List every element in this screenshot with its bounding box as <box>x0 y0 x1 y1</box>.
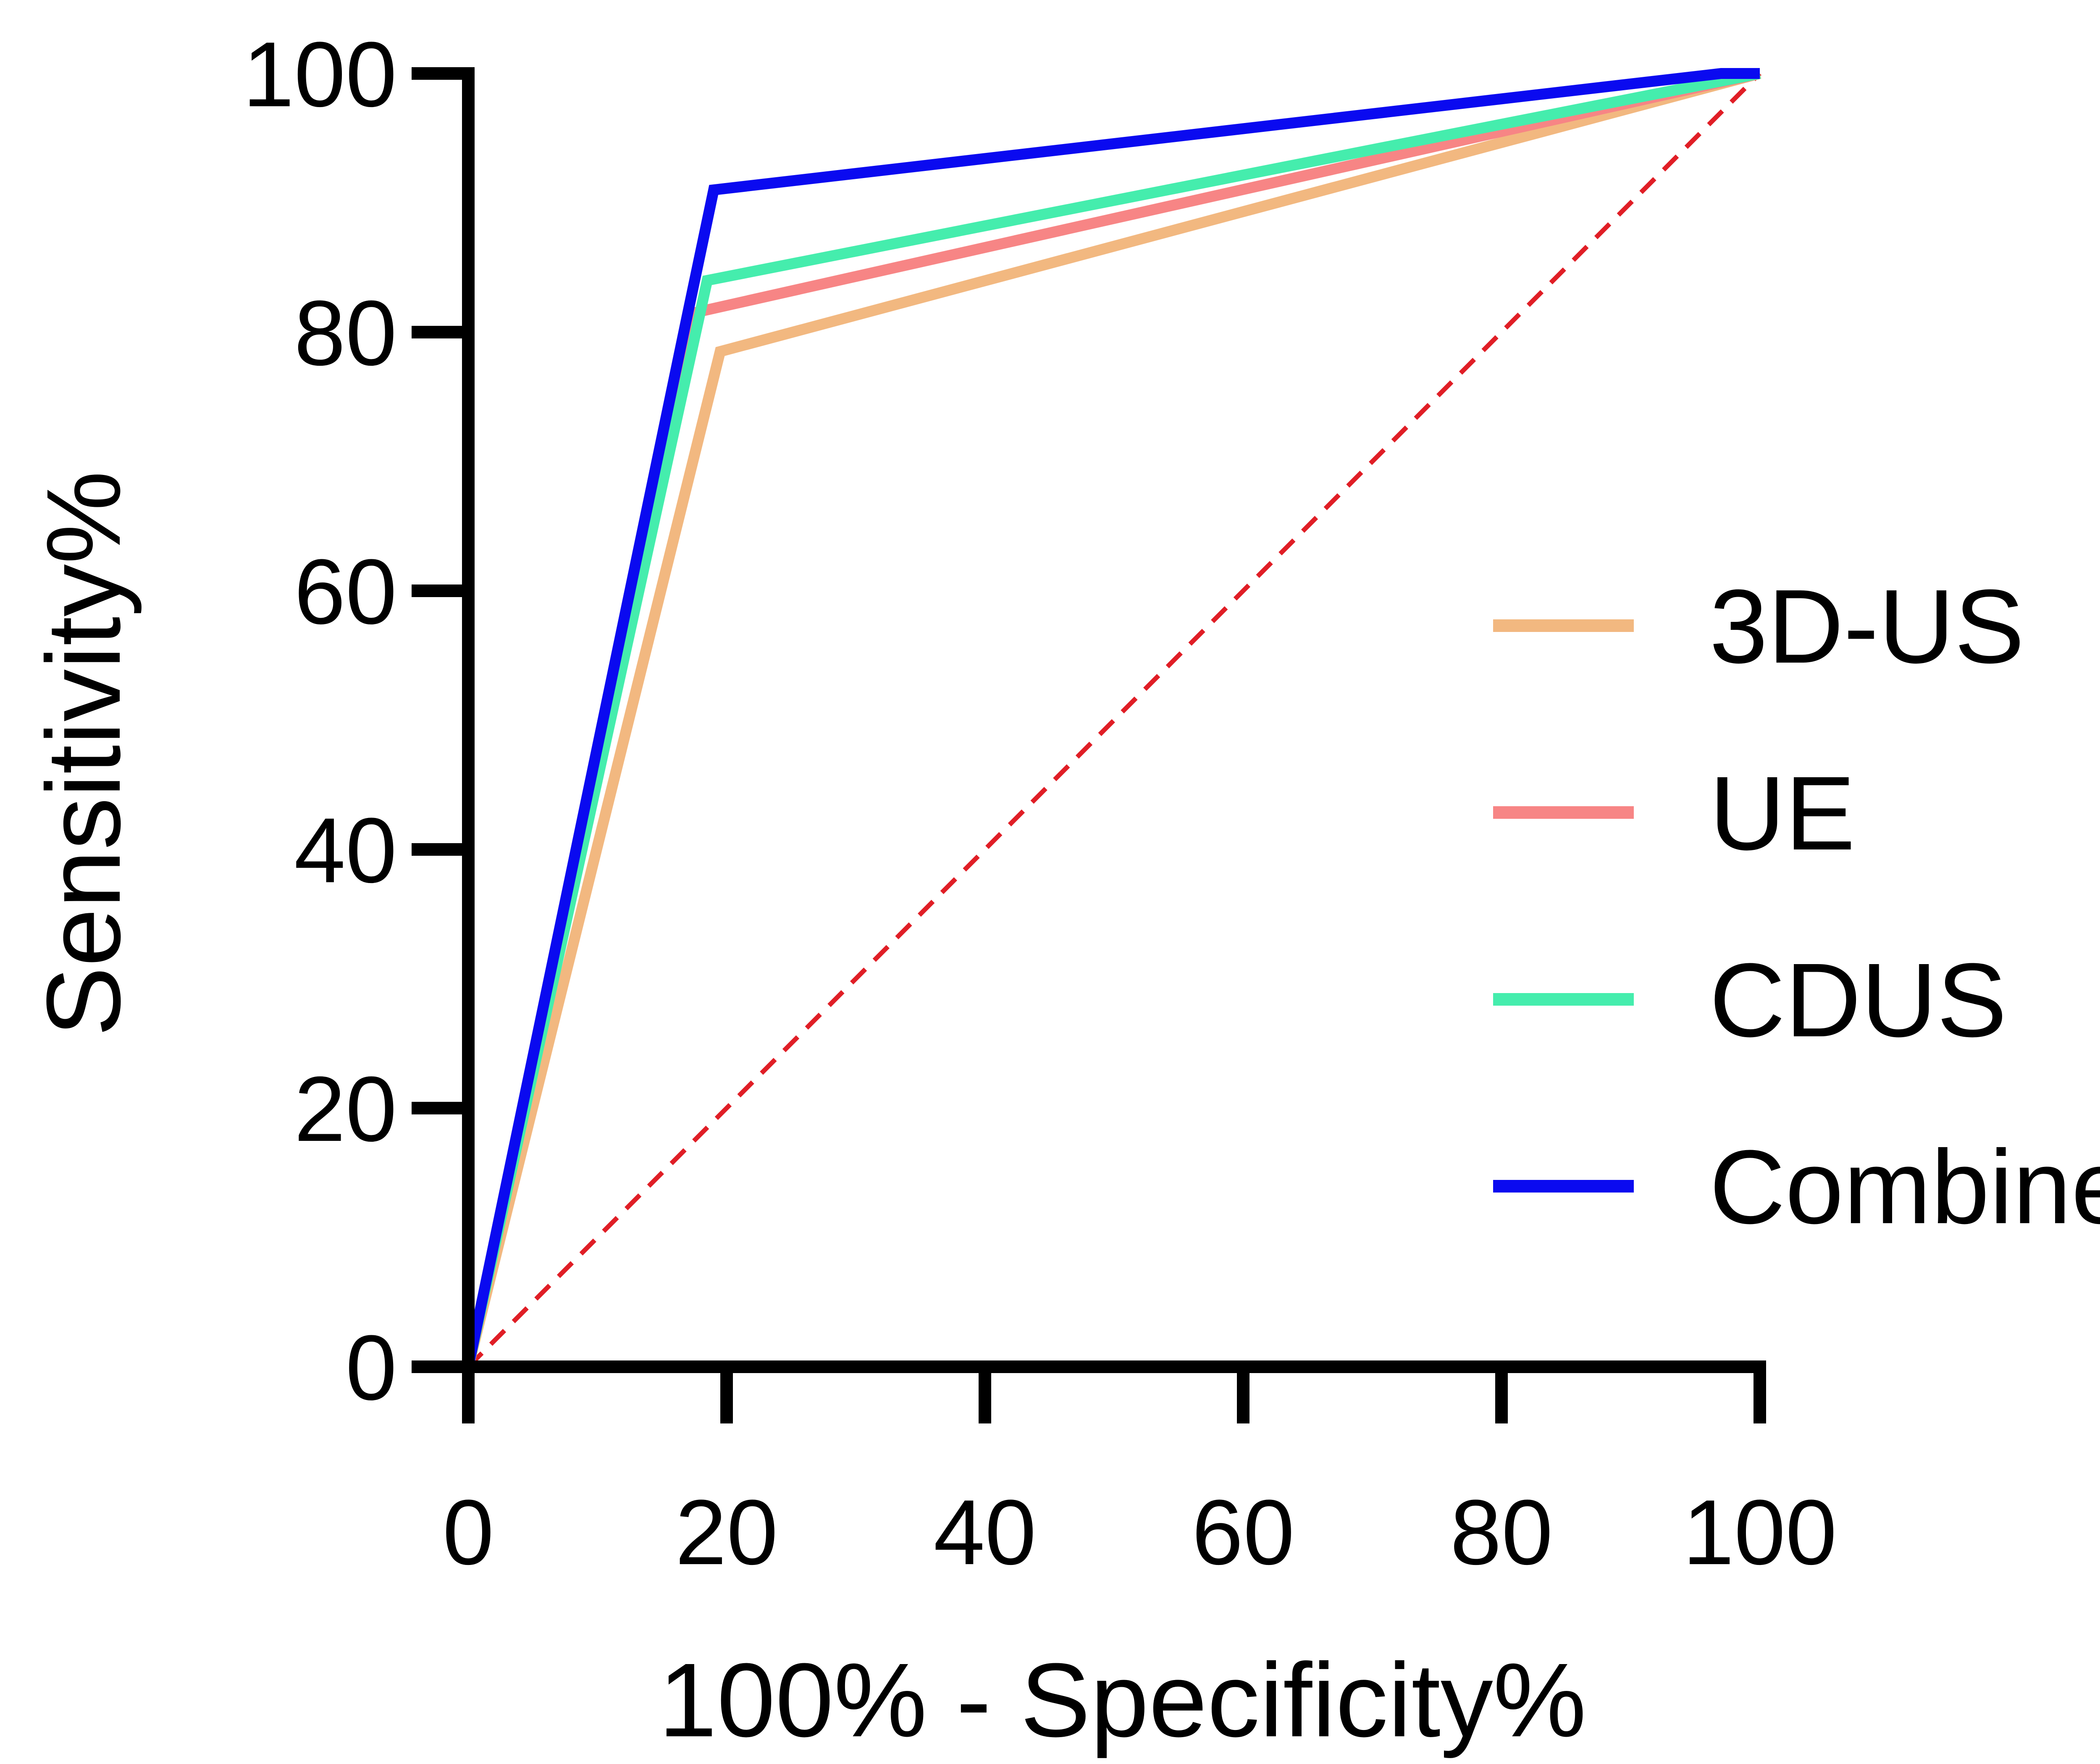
legend-label-cdus: CDUS <box>1709 941 2007 1059</box>
x-tick-label: 0 <box>443 1481 494 1584</box>
y-tick-label: 40 <box>294 799 397 902</box>
x-tick-label: 20 <box>675 1481 778 1584</box>
legend: 3D-US UE CDUS Combined <box>1493 568 2100 1245</box>
series-layer <box>463 68 1761 1368</box>
ticks: 0 20 40 60 80 100 0 20 40 60 80 100 <box>243 23 1837 1584</box>
y-tick-label: 0 <box>346 1316 397 1419</box>
x-axis-title: 100% - Specificity% <box>659 1641 1586 1759</box>
legend-label-3d-us: 3D-US <box>1709 568 2024 685</box>
y-tick-label: 80 <box>294 281 397 385</box>
y-axis-title: Sensitivity% <box>25 471 142 1037</box>
axes <box>462 67 1766 1373</box>
x-tick-label: 60 <box>1192 1481 1295 1584</box>
reference-diagonal-line <box>467 72 1761 1368</box>
reference-line-layer <box>467 72 1761 1368</box>
y-tick-label: 20 <box>294 1057 397 1161</box>
x-tick-label: 40 <box>934 1481 1037 1584</box>
legend-label-ue: UE <box>1709 755 1855 872</box>
legend-label-combined: Combined <box>1709 1128 2100 1245</box>
series-line-combined <box>463 68 1760 1368</box>
y-tick-label: 60 <box>294 540 397 643</box>
x-tick-label: 80 <box>1450 1481 1553 1584</box>
x-tick-label: 100 <box>1683 1481 1837 1584</box>
y-tick-label: 100 <box>243 23 397 126</box>
series-line-3d-us <box>463 68 1761 1368</box>
